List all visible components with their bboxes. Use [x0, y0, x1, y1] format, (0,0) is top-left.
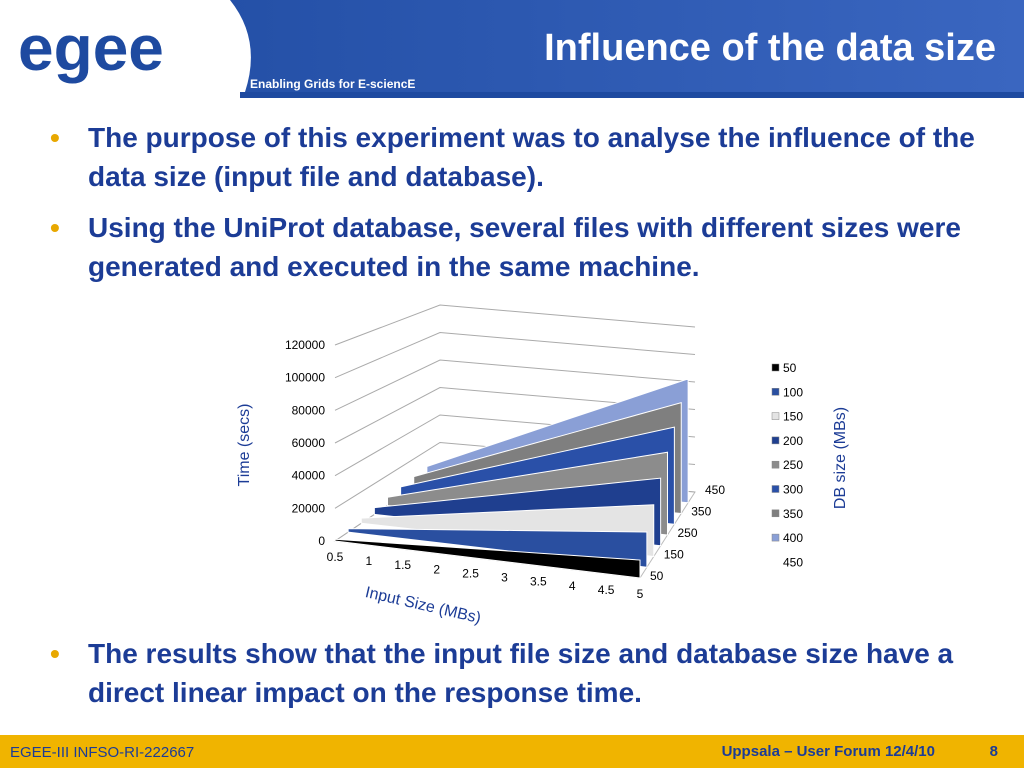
- x-tick-label: 2.5: [462, 566, 479, 580]
- area-series: [334, 538, 641, 579]
- z-tick-label: 250: [678, 526, 698, 540]
- x-tick-label: 4: [569, 579, 576, 593]
- x-tick-label: 0.5: [327, 550, 344, 564]
- y-tick-label: 40000: [292, 469, 326, 483]
- header-strip: [240, 92, 1024, 98]
- legend-swatch: [771, 436, 780, 445]
- x-tick-label: 3.5: [530, 575, 547, 589]
- logo: egee: [18, 12, 164, 84]
- grid-line: [334, 331, 696, 379]
- legend-swatch: [771, 363, 780, 372]
- legend-label: 100: [783, 385, 803, 399]
- legend-swatch: [771, 412, 780, 420]
- x-tick-label: 2: [433, 562, 440, 576]
- legend-swatch: [771, 460, 780, 469]
- legend-label: 300: [783, 483, 803, 497]
- legend-label: 450: [783, 555, 803, 569]
- x-tick-label: 3: [501, 571, 508, 585]
- legend-label: 400: [783, 531, 803, 545]
- z-tick-label: 350: [691, 505, 711, 519]
- legend-label: 350: [783, 507, 803, 521]
- chart: 0 20000 40000 60000 80000 100000 120000 0.5 1 1.5…: [236, 304, 849, 627]
- y-tick-label: 100000: [285, 371, 325, 385]
- slide-title: Influence of the data size: [544, 27, 996, 69]
- z-tick-label: 150: [664, 548, 684, 562]
- x-tick-label: 4.5: [598, 583, 615, 597]
- y-tick-label: 60000: [292, 436, 326, 450]
- z-tick-label: 50: [650, 569, 664, 583]
- x-tick-label: 1.5: [394, 558, 411, 572]
- legend-swatch: [771, 533, 780, 542]
- y-axis-title: Time (secs): [236, 404, 253, 487]
- grid-line: [334, 304, 696, 346]
- z-axis-title: DB size (MBs): [832, 407, 849, 509]
- y-tick-label: 0: [318, 534, 325, 548]
- footer-center: Uppsala – User Forum 12/4/10: [722, 743, 935, 760]
- y-tick-label: 20000: [292, 501, 326, 515]
- page-number: 8: [990, 743, 998, 760]
- bullet: Using the UniProt database, several file…: [50, 208, 988, 286]
- legend-swatch: [771, 509, 780, 518]
- legend-swatch: [771, 485, 780, 493]
- grid-line: [334, 359, 696, 411]
- legend-label: 250: [783, 458, 803, 472]
- legend-label: 200: [783, 434, 803, 448]
- bullet: The results show that the input file siz…: [50, 634, 988, 712]
- x-tick-label: 1: [366, 554, 373, 568]
- x-tick-label: 5: [637, 587, 644, 601]
- legend-swatch: [771, 388, 780, 396]
- tagline: Enabling Grids for E-sciencE: [250, 77, 415, 91]
- y-tick-label: 80000: [292, 403, 326, 417]
- grid-line: [334, 386, 696, 444]
- z-tick-label: 450: [705, 483, 725, 497]
- legend-label: 50: [783, 361, 797, 375]
- x-axis-title: Input Size (MBs): [363, 584, 482, 627]
- footer-left: EGEE-III INFSO-RI-222667: [10, 744, 194, 761]
- legend-label: 150: [783, 410, 803, 424]
- logo-area: [0, 0, 251, 92]
- footer-bar: [0, 735, 1024, 768]
- y-tick-label: 120000: [285, 338, 325, 352]
- bullet: The purpose of this experiment was to an…: [50, 118, 988, 196]
